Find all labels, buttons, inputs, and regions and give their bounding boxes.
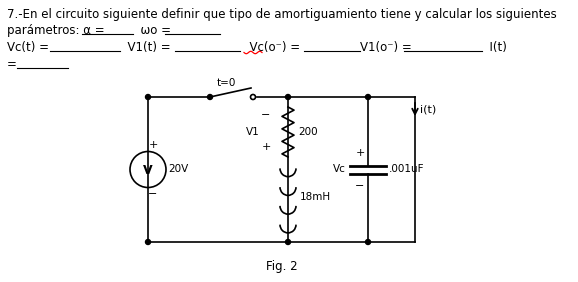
Text: +: + [149, 140, 158, 149]
Circle shape [365, 94, 370, 100]
Text: Fig. 2: Fig. 2 [266, 260, 297, 273]
Text: Vc(o⁻) =: Vc(o⁻) = [242, 41, 300, 54]
Text: +: + [261, 142, 271, 152]
Text: Vc(t) =: Vc(t) = [7, 41, 53, 54]
Text: V1(o⁻) =: V1(o⁻) = [360, 41, 416, 54]
Circle shape [286, 94, 291, 100]
Text: −: − [149, 190, 158, 199]
Circle shape [365, 239, 370, 244]
Text: 200: 200 [298, 127, 318, 137]
Circle shape [146, 94, 150, 100]
Circle shape [286, 239, 291, 244]
Text: 7.-En el circuito siguiente definir que tipo de amortiguamiento tiene y calcular: 7.-En el circuito siguiente definir que … [7, 8, 557, 21]
Text: V: V [143, 164, 153, 177]
Text: ωo =: ωo = [133, 24, 175, 37]
Text: i(t): i(t) [420, 105, 436, 114]
Text: 18mH: 18mH [300, 191, 331, 202]
Text: .001uF: .001uF [389, 164, 424, 175]
Text: V1(t) =: V1(t) = [120, 41, 175, 54]
Text: −: − [355, 182, 365, 191]
Text: parámetros: α =: parámetros: α = [7, 24, 109, 37]
Text: t=0: t=0 [217, 78, 236, 88]
Circle shape [250, 94, 255, 100]
Text: +: + [355, 147, 365, 158]
Circle shape [146, 239, 150, 244]
Circle shape [208, 94, 213, 100]
Text: =: = [7, 58, 21, 71]
Text: I(t): I(t) [482, 41, 507, 54]
Text: V1: V1 [246, 127, 260, 137]
Text: Vc: Vc [333, 164, 346, 175]
Text: −: − [261, 110, 271, 120]
Text: 20V: 20V [168, 164, 188, 175]
